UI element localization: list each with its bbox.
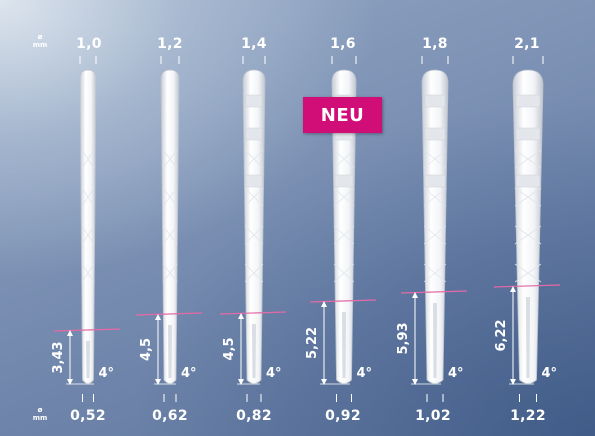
new-badge: NEU (303, 97, 382, 133)
pin-body (512, 69, 544, 384)
taper-length-label: 4,5 (139, 338, 154, 361)
pin-crosshatch (333, 187, 355, 207)
pin-tab (334, 174, 354, 188)
pin-body (242, 69, 266, 384)
pin-tab (515, 94, 541, 108)
angle-label: 4° (266, 366, 282, 381)
taper-start-line (135, 312, 203, 316)
pin-drawing (135, 56, 203, 402)
pin-tab (245, 94, 263, 108)
pin-crosshatch (244, 263, 264, 283)
angle-label: 4° (542, 366, 558, 381)
top-diameter-label: 1,6 (330, 36, 356, 52)
pin-crosshatch (333, 263, 355, 283)
pin-crosshatch (81, 225, 95, 245)
pin-core (168, 325, 172, 378)
tip-diameter-label: 0,62 (152, 408, 188, 424)
taper-start-line (219, 311, 287, 315)
angle-label: 4° (357, 366, 373, 381)
pin-core (252, 324, 256, 378)
pin-drawing (53, 56, 121, 402)
top-diameter-label: 1,8 (422, 36, 448, 52)
pin-crosshatch (423, 225, 447, 245)
pin-crosshatch (423, 149, 447, 169)
instrument-2: 1,2 0,62 4,5 4° (135, 36, 203, 424)
pin-crosshatch (162, 187, 178, 207)
taper-length-label: 5,22 (305, 327, 320, 359)
pin-crosshatch (244, 225, 264, 245)
pin-body (79, 69, 97, 384)
pin-crosshatch (514, 187, 542, 207)
pin-crosshatch (423, 187, 447, 207)
pin-tab (424, 127, 446, 141)
pin-crosshatch (423, 263, 447, 283)
pin-core (86, 341, 90, 378)
pin-crosshatch (162, 263, 178, 283)
pin-core (433, 303, 437, 378)
angle-label: 4° (448, 366, 464, 381)
pin-drawing (309, 56, 377, 402)
unit-symbol-top: ø (38, 33, 43, 41)
pin-tab (245, 174, 263, 188)
pin-crosshatch (514, 225, 542, 245)
tip-diameter-label: 0,92 (325, 408, 361, 424)
top-diameter-label: 1,2 (157, 36, 183, 52)
pin-tab (245, 127, 263, 141)
top-diameter-label: 1,4 (241, 36, 267, 52)
unit-label-bottom: mm (33, 414, 48, 422)
pin-crosshatch (162, 149, 178, 169)
tip-diameter-label: 1,02 (415, 408, 451, 424)
instrument-3: 1,4 0,82 4,5 4° (219, 36, 287, 424)
top-diameter-label: 1,0 (76, 36, 102, 52)
pin-crosshatch (333, 149, 355, 169)
pin-body (160, 69, 180, 384)
pin-drawing (400, 56, 468, 402)
taper-length-label: 5,93 (396, 322, 411, 354)
pin-crosshatch (244, 149, 264, 169)
top-diameter-label: 2,1 (514, 36, 540, 52)
taper-length-label: 6,22 (494, 319, 509, 351)
pin-tab (424, 174, 446, 188)
pin-crosshatch (514, 149, 542, 169)
pin-crosshatch (162, 225, 178, 245)
pin-tab (515, 174, 541, 188)
tip-diameter-label: 1,22 (510, 408, 546, 424)
pin-tab (515, 127, 541, 141)
instrument-6: 2,1 1,22 6,22 4° (493, 36, 561, 424)
taper-length-label: 4,5 (222, 337, 237, 360)
pin-core (342, 312, 346, 378)
pin-drawing (219, 56, 287, 402)
angle-label: 4° (181, 366, 197, 381)
instrument-1: 1,0 0,52 3,43 4° (51, 36, 121, 424)
angle-label: 4° (99, 366, 115, 381)
instrument-5: 1,8 1,02 5,93 4° (396, 36, 468, 424)
pin-tab (424, 94, 446, 108)
pin-body (331, 69, 357, 384)
instrument-4: 1,6 0,92 5,22 4° (305, 36, 377, 424)
pin-body (421, 69, 449, 384)
pin-crosshatch (333, 225, 355, 245)
tip-diameter-label: 0,52 (70, 408, 106, 424)
pin-crosshatch (81, 263, 95, 283)
pin-drawing (493, 56, 561, 402)
pin-crosshatch (514, 263, 542, 283)
unit-label-top: mm (33, 41, 48, 49)
pin-crosshatch (81, 149, 95, 169)
taper-start-line (53, 328, 121, 332)
tip-diameter-label: 0,82 (236, 408, 272, 424)
pin-core (526, 297, 530, 378)
taper-start-line (493, 284, 561, 288)
taper-length-label: 3,43 (51, 341, 66, 373)
pin-crosshatch (81, 187, 95, 207)
pin-crosshatch (244, 187, 264, 207)
unit-symbol-bottom: ø (38, 406, 43, 414)
